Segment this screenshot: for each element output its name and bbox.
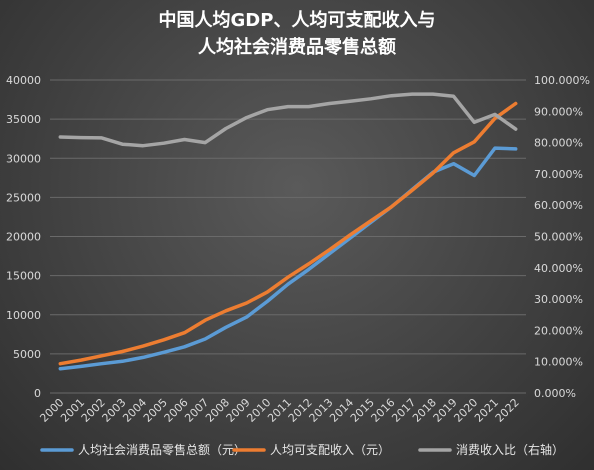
chart-title-line-2: 人均社会消费品零售总额 <box>198 36 396 58</box>
right-tick-label: 100.000% <box>534 74 590 87</box>
series-line-2 <box>58 101 518 366</box>
left-y-axis: 0 5000 10000 15000 20000 25000 30000 35000 40000 <box>6 74 41 400</box>
right-tick-label: 40.000% <box>534 262 583 275</box>
right-tick-label: 70.000% <box>534 168 583 181</box>
x-tick-label: 2022 <box>493 396 522 425</box>
right-tick-label: 30.000% <box>534 293 583 306</box>
right-tick-label: 10.000% <box>534 356 583 369</box>
legend: 人均社会消费品零售总额（元） 人均可支配收入（元） 消费收入比（右轴） <box>40 442 564 457</box>
legend-label-2: 人均可支配收入（元） <box>270 443 390 457</box>
left-tick-label: 40000 <box>6 74 41 87</box>
left-tick-label: 20000 <box>6 231 41 244</box>
right-y-axis: 0.000% 10.000% 20.000% 30.000% 40.000% 50.000… <box>534 74 590 400</box>
left-tick-label: 5000 <box>13 348 41 361</box>
legend-label-3: 消费收入比（右轴） <box>456 442 564 457</box>
gridlines <box>50 79 526 394</box>
legend-label-1: 人均社会消费品零售总额（元） <box>78 442 246 457</box>
left-tick-label: 0 <box>34 387 41 400</box>
left-tick-label: 30000 <box>6 152 41 165</box>
series-line-1 <box>58 146 518 371</box>
right-tick-label: 50.000% <box>534 231 583 244</box>
right-tick-label: 0.000% <box>534 387 576 400</box>
series-lines <box>58 92 518 371</box>
x-axis: 2000200120022003200420052006200720082009… <box>37 396 521 425</box>
left-tick-label: 25000 <box>6 191 41 204</box>
right-tick-label: 80.000% <box>534 137 583 150</box>
right-tick-label: 90.000% <box>534 105 583 118</box>
left-tick-label: 15000 <box>6 270 41 283</box>
right-tick-label: 60.000% <box>534 199 583 212</box>
left-tick-label: 10000 <box>6 309 41 322</box>
right-tick-label: 20.000% <box>534 324 583 337</box>
chart-title-line-1: 中国人均GDP、人均可支配收入与 <box>159 9 436 31</box>
left-tick-label: 35000 <box>6 113 41 126</box>
series-line-3 <box>58 92 518 148</box>
